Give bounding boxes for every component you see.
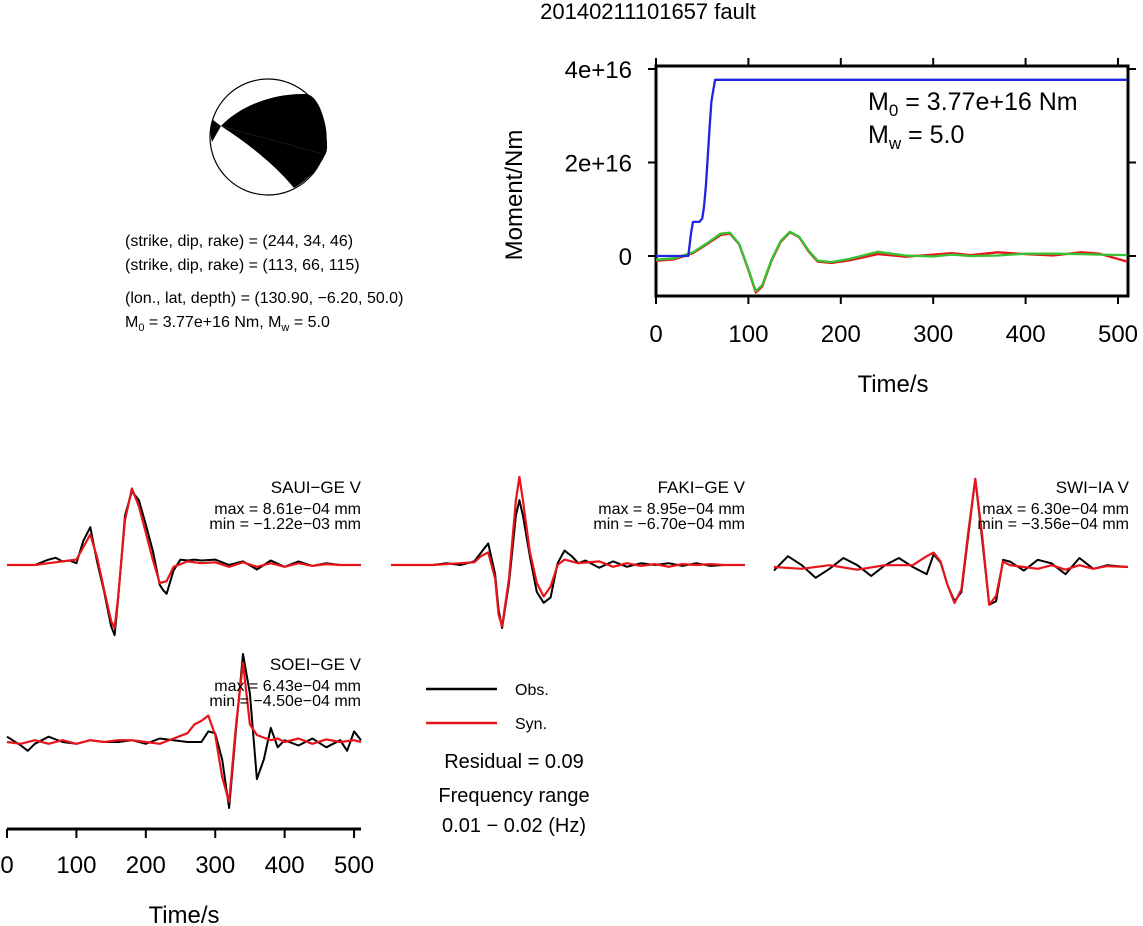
station-min: min = −3.56e−04 mm bbox=[977, 516, 1129, 533]
figure-title: 20140211101657 fault bbox=[540, 0, 756, 24]
observed-waveform bbox=[391, 499, 745, 629]
synthetic-waveform bbox=[7, 487, 361, 630]
moment-mw-annotation: Mw = 5.0 bbox=[868, 121, 964, 153]
waveform-xtick-label: 400 bbox=[265, 852, 305, 879]
moment-xtick-label: 200 bbox=[821, 321, 861, 348]
waveform-time-axis: 0 100 200 300 400 500 bbox=[0, 827, 374, 879]
moment-xtick-label: 500 bbox=[1098, 321, 1138, 348]
station-min: min = −6.70e−04 mm bbox=[593, 516, 745, 533]
waveform-xtick-label: 300 bbox=[195, 852, 235, 879]
station-max: max = 8.61e−04 mm bbox=[214, 501, 361, 518]
station-max: max = 6.30e−04 mm bbox=[982, 501, 1129, 518]
waveform-xtick-label: 100 bbox=[56, 852, 96, 879]
legend: Obs. Syn. Residual = 0.09 Frequency rang… bbox=[426, 682, 590, 837]
waveform-xtick-label: 500 bbox=[334, 852, 374, 879]
moment-series-line bbox=[655, 230, 1128, 293]
moment-xtick-label: 100 bbox=[728, 321, 768, 348]
station-min: min = −1.22e−03 mm bbox=[209, 516, 361, 533]
frequency-range-title: Frequency range bbox=[438, 785, 589, 807]
moment-series-line bbox=[655, 231, 1128, 294]
magnitude-line: M0 = 3.77e+16 Nm, Mw = 5.0 bbox=[125, 314, 330, 334]
waveform-xlabel: Time/s bbox=[148, 902, 219, 926]
moment-ylabel: Moment/Nm bbox=[501, 130, 528, 261]
moment-plot-frame bbox=[654, 64, 1130, 298]
frequency-range-value: 0.01 − 0.02 (Hz) bbox=[442, 815, 586, 837]
compression-wedge bbox=[210, 120, 221, 142]
moment-xtick-label: 300 bbox=[913, 321, 953, 348]
hypocenter-location: (lon., lat, depth) = (130.90, −6.20, 50.… bbox=[125, 290, 403, 307]
observed-waveform bbox=[773, 477, 1129, 606]
moment-ytick-label: 0 bbox=[619, 244, 632, 271]
legend-obs-label: Obs. bbox=[515, 682, 549, 699]
moment-rate-chart: 0 100 200 300 400 500 0 2e+16 4e+16 M0 = 3.77e+1… bbox=[501, 57, 1138, 398]
moment-xtick-label: 400 bbox=[1006, 321, 1046, 348]
compression-quadrant bbox=[221, 93, 328, 155]
legend-syn-label: Syn. bbox=[515, 716, 547, 733]
residual-text: Residual = 0.09 bbox=[444, 751, 584, 773]
moment-ytick-label: 4e+16 bbox=[565, 57, 632, 84]
synthetic-waveform bbox=[773, 477, 1129, 606]
nodal-plane-2: (strike, dip, rake) = (113, 66, 115) bbox=[125, 257, 360, 274]
compression-lobe bbox=[217, 107, 325, 188]
synthetic-waveform bbox=[391, 475, 745, 628]
focal-mechanism-beachball bbox=[209, 78, 328, 196]
station-name: SOEI−GE V bbox=[270, 655, 362, 674]
moment-series-line bbox=[656, 78, 1128, 258]
waveform-xtick-label: 0 bbox=[0, 852, 13, 879]
nodal-plane-1: (strike, dip, rake) = (244, 34, 46) bbox=[125, 233, 353, 250]
moment-m0-annotation: M0 = 3.77e+16 Nm bbox=[868, 88, 1078, 120]
station-max: max = 8.95e−04 mm bbox=[598, 501, 745, 518]
station-name: SWI−IA V bbox=[1056, 478, 1130, 497]
waveform-xtick-label: 200 bbox=[126, 852, 166, 879]
station-min: min = −4.50e−04 mm bbox=[209, 693, 361, 710]
moment-xlabel: Time/s bbox=[857, 371, 928, 398]
station-name: FAKI−GE V bbox=[658, 478, 746, 497]
synthetic-waveform bbox=[6, 661, 362, 803]
moment-xtick-label: 0 bbox=[649, 321, 662, 348]
station-name: SAUI−GE V bbox=[271, 478, 362, 497]
moment-ytick-label: 2e+16 bbox=[565, 151, 632, 178]
station-max: max = 6.43e−04 mm bbox=[214, 678, 361, 695]
